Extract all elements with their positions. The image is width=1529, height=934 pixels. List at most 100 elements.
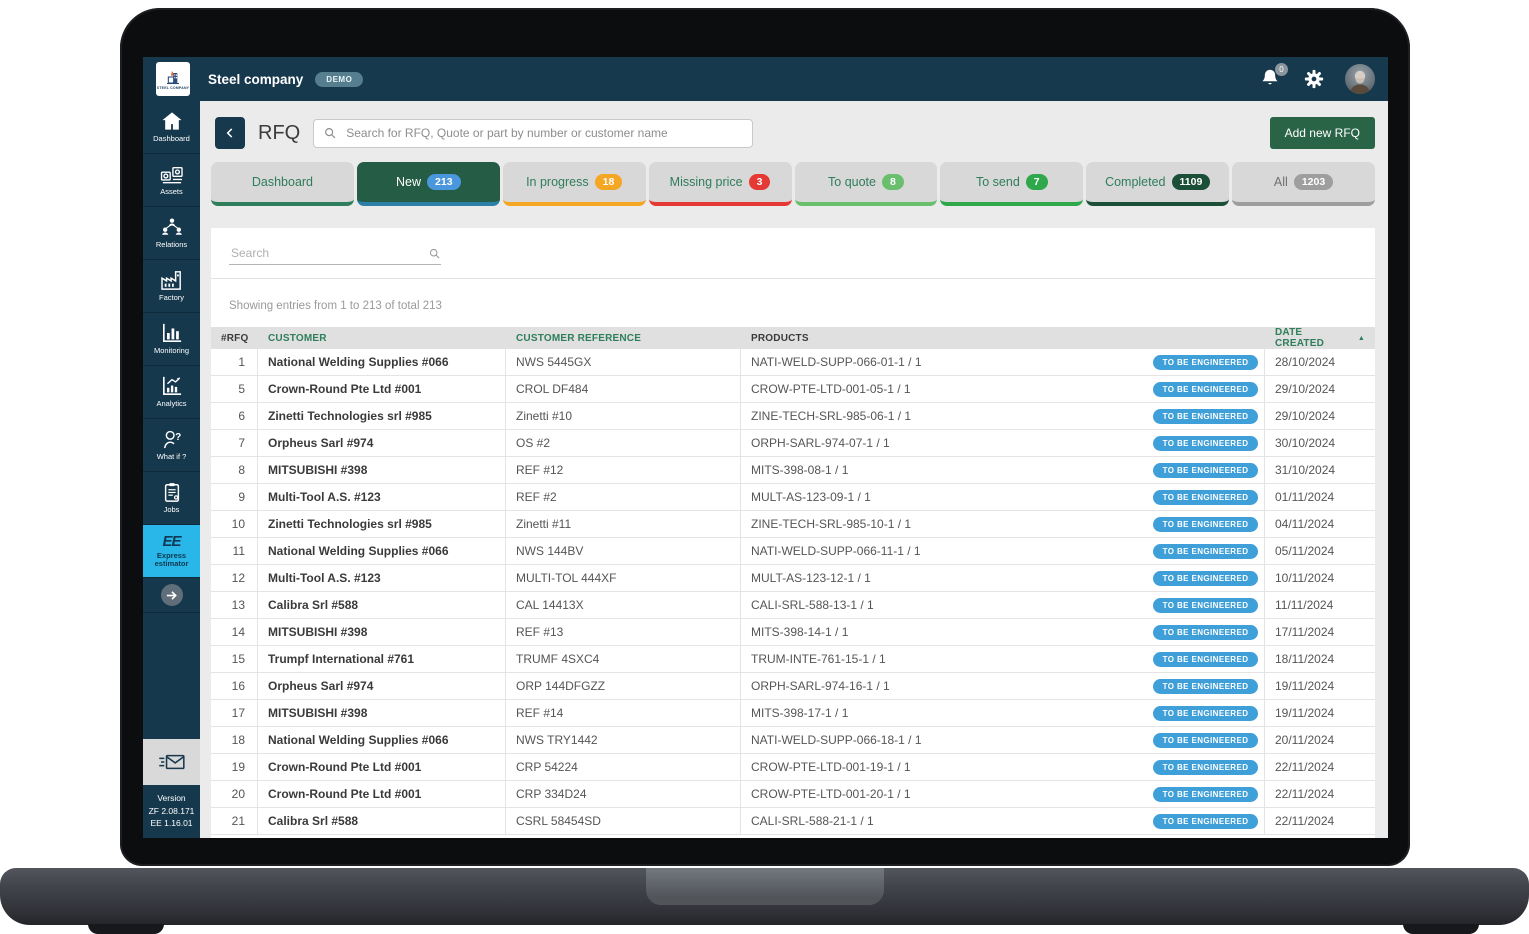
cell-date-created: 29/10/2024 — [1275, 382, 1336, 396]
cell-status: TO BE ENGINEERED — [1147, 781, 1265, 807]
table-row[interactable]: 7 Orpheus Sarl #974 OS #2 ORPH-SARL-974-… — [211, 430, 1375, 457]
tab-to-quote[interactable]: To quote 8 — [794, 162, 938, 206]
company-logo[interactable]: STEEL COMPANY — [156, 62, 190, 96]
table-row[interactable]: 1 National Welding Supplies #066 NWS 544… — [211, 349, 1375, 376]
cell-date-created: 17/11/2024 — [1275, 625, 1335, 639]
table-row[interactable]: 13 Calibra Srl #588 CAL 14413X CALI-SRL-… — [211, 592, 1375, 619]
notifications-button[interactable]: 0 — [1259, 63, 1288, 91]
logo-caption: STEEL COMPANY — [156, 85, 190, 90]
tab-new[interactable]: New 213 — [356, 162, 500, 206]
back-button[interactable] — [215, 117, 245, 149]
status-badge: TO BE ENGINEERED — [1153, 516, 1258, 532]
laptop-lid-notch — [645, 868, 884, 905]
tab-to-send[interactable]: To send 7 — [940, 162, 1084, 206]
cell-customer: Multi-Tool A.S. #123 — [258, 484, 506, 510]
sidebar-item-analytics[interactable]: Analytics — [143, 366, 200, 419]
cell-date-created: 19/11/2024 — [1275, 679, 1335, 693]
tab-completed[interactable]: Completed 1109 — [1086, 162, 1230, 206]
table-body: 1 National Welding Supplies #066 NWS 544… — [211, 349, 1375, 838]
table-row[interactable]: 6 Zinetti Technologies srl #985 Zinetti … — [211, 403, 1375, 430]
table-row[interactable]: 12 Multi-Tool A.S. #123 MULTI-TOL 444XF … — [211, 565, 1375, 592]
bar-chart-icon — [162, 323, 181, 342]
cell-status: TO BE ENGINEERED — [1147, 700, 1265, 726]
cell-rfq-number: 7 — [211, 430, 258, 456]
table-row[interactable]: 16 Orpheus Sarl #974 ORP 144DFGZZ ORPH-S… — [211, 673, 1375, 700]
cell-product: NATI-WELD-SUPP-066-01-1 / 1 — [751, 355, 922, 369]
tab-all[interactable]: All 1203 — [1232, 162, 1375, 206]
cell-customer: MITSUBISHI #398 — [258, 457, 506, 483]
add-new-rfq-button[interactable]: Add new RFQ — [1269, 117, 1375, 149]
cell-product: CROW-PTE-LTD-001-20-1 / 1 — [751, 787, 911, 801]
sidebar-item-factory[interactable]: Factory — [143, 260, 200, 313]
cell-date-created: 31/10/2024 — [1275, 463, 1336, 477]
cell-status: TO BE ENGINEERED — [1147, 754, 1265, 780]
factory-icon — [160, 271, 181, 290]
tab-completed-count: 1109 — [1171, 174, 1211, 190]
status-badge: TO BE ENGINEERED — [1153, 570, 1258, 586]
column-header-products: PRODUCTS — [751, 332, 809, 344]
sidebar-item-relations[interactable]: Relations — [143, 207, 200, 260]
table-row[interactable]: 8 MITSUBISHI #398 REF #12 MITS-398-08-1 … — [211, 457, 1375, 484]
status-badge: TO BE ENGINEERED — [1153, 678, 1258, 694]
cell-rfq-number: 14 — [211, 619, 258, 645]
table-row[interactable]: 11 National Welding Supplies #066 NWS 14… — [211, 538, 1375, 565]
cell-date-created: 22/11/2024 — [1275, 787, 1335, 801]
sidebar-item-dashboard[interactable]: Dashboard — [143, 101, 200, 154]
sidebar-item-express-estimator[interactable]: EE Express estimator — [143, 525, 200, 578]
cell-rfq-number: 17 — [211, 700, 258, 726]
mail-send-icon — [158, 754, 185, 769]
cell-customer-reference: CROL DF484 — [506, 376, 741, 402]
table-row[interactable]: 9 Multi-Tool A.S. #123 REF #2 MULT-AS-12… — [211, 484, 1375, 511]
table-row[interactable]: 20 Crown-Round Pte Ltd #001 CRP 334D24 C… — [211, 781, 1375, 808]
cell-customer-reference: NWS 5445GX — [506, 349, 741, 375]
table-filter-input[interactable] — [229, 245, 428, 261]
table-row[interactable]: 14 MITSUBISHI #398 REF #13 MITS-398-14-1… — [211, 619, 1375, 646]
status-badge: TO BE ENGINEERED — [1153, 624, 1258, 640]
cell-rfq-number: 13 — [211, 592, 258, 618]
table-row[interactable]: 21 Calibra Srl #588 CSRL 58454SD CALI-SR… — [211, 808, 1375, 835]
cell-customer: Crown-Round Pte Ltd #001 — [258, 781, 506, 807]
cell-status: TO BE ENGINEERED — [1147, 646, 1265, 672]
table-row[interactable]: 17 MITSUBISHI #398 REF #14 MITS-398-17-1… — [211, 700, 1375, 727]
cell-rfq-number: 11 — [211, 538, 258, 564]
cell-customer-reference: CSRL 58454SD — [506, 808, 741, 834]
status-tabs: Dashboard New 213 In progress 18 Missing… — [211, 162, 1375, 206]
table-row[interactable]: 19 Crown-Round Pte Ltd #001 CRP 54224 CR… — [211, 754, 1375, 781]
column-header-date-created[interactable]: DATE CREATED ▲ — [1275, 327, 1365, 349]
cell-status: TO BE ENGINEERED — [1147, 592, 1265, 618]
machines-icon — [160, 166, 183, 184]
status-badge: TO BE ENGINEERED — [1153, 462, 1258, 478]
cell-status: TO BE ENGINEERED — [1147, 619, 1265, 645]
tab-missing-price[interactable]: Missing price 3 — [648, 162, 792, 206]
cell-customer: Orpheus Sarl #974 — [258, 430, 506, 456]
sidebar-item-what-if[interactable]: ? What if ? — [143, 419, 200, 472]
cell-rfq-number: 9 — [211, 484, 258, 510]
home-icon — [161, 112, 182, 130]
cell-customer-reference: CRP 54224 — [506, 754, 741, 780]
chevron-left-icon — [226, 128, 233, 138]
sidebar-collapse-button[interactable] — [143, 578, 200, 613]
cell-date-created: 01/11/2024 — [1275, 490, 1335, 504]
column-header-customer-reference: CUSTOMER REFERENCE — [516, 332, 642, 344]
settings-button[interactable] — [1303, 68, 1325, 90]
sidebar-item-assets[interactable]: Assets — [143, 154, 200, 207]
cell-product: MITS-398-17-1 / 1 — [751, 706, 849, 720]
table-row[interactable]: 15 Trumpf International #761 TRUMF 4SXC4… — [211, 646, 1375, 673]
user-avatar[interactable] — [1345, 64, 1375, 94]
table-row[interactable]: 5 Crown-Round Pte Ltd #001 CROL DF484 CR… — [211, 376, 1375, 403]
table-row[interactable]: 10 Zinetti Technologies srl #985 Zinetti… — [211, 511, 1375, 538]
sidebar-item-monitoring[interactable]: Monitoring — [143, 313, 200, 366]
version-info: Version ZF 2.08.171 EE 1.16.01 — [143, 785, 200, 838]
tab-dashboard[interactable]: Dashboard — [211, 162, 354, 206]
sidebar-send-mail-button[interactable] — [143, 738, 200, 785]
status-badge: TO BE ENGINEERED — [1153, 597, 1258, 613]
cell-date-created: 28/10/2024 — [1275, 355, 1336, 369]
people-network-icon — [161, 218, 182, 235]
cell-customer-reference: CRP 334D24 — [506, 781, 741, 807]
table-row[interactable]: 18 National Welding Supplies #066 NWS TR… — [211, 727, 1375, 754]
tab-in-progress[interactable]: In progress 18 — [502, 162, 646, 206]
sidebar-item-jobs[interactable]: Jobs — [143, 472, 200, 525]
cell-product: CALI-SRL-588-21-1 / 1 — [751, 814, 874, 828]
global-search-input[interactable] — [344, 125, 744, 141]
version-zf: ZF 2.08.171 — [148, 805, 195, 816]
